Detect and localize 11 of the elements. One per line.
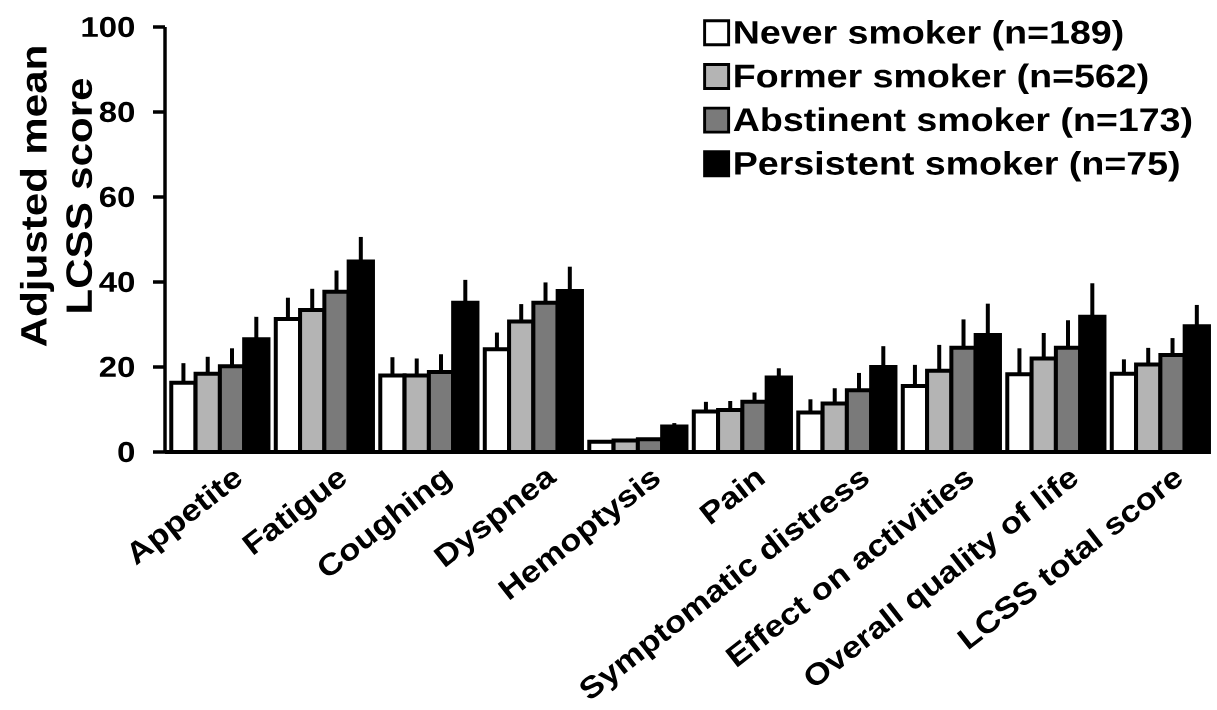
y-tick-label: 20 [99, 356, 135, 377]
y-tick-label: 80 [99, 101, 135, 122]
y-tick-label: 60 [99, 186, 135, 207]
legend-label: Never smoker (n=189) [735, 19, 1123, 51]
y-tick-label: 40 [99, 271, 135, 292]
y-tick-label: 0 [118, 441, 135, 462]
legend-label: Abstinent smoker (n=173) [733, 107, 1192, 138]
legend-label: Persistent smoker (n=75) [735, 150, 1179, 182]
y-tick-label: 100 [82, 16, 135, 37]
y-axis-title: Adjusted mean LCSS score [19, 47, 93, 347]
legend-label: Former smoker (n=562) [735, 63, 1148, 94]
